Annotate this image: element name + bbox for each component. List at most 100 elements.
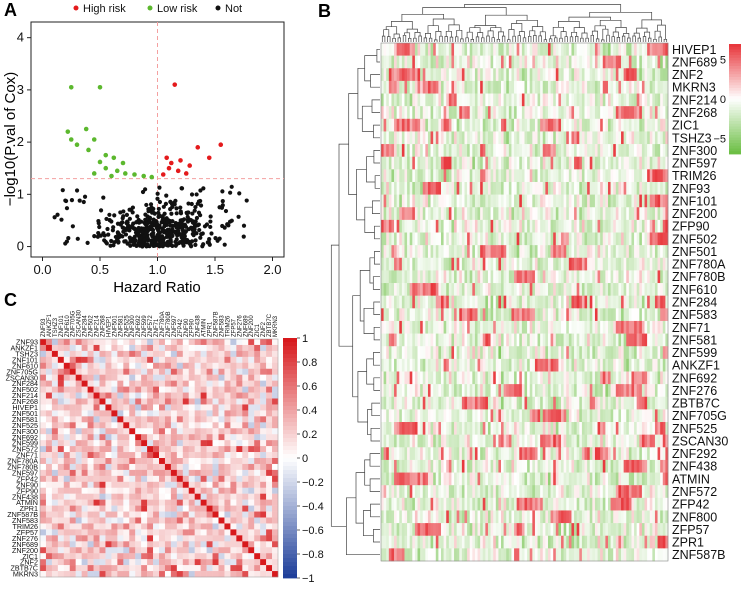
heatmap-cell [498,106,502,120]
heatmap-cell [574,207,577,221]
heatmap-cell [584,156,588,170]
heatmap-cell [576,232,580,246]
heatmap-cell [568,346,572,360]
heatmap-cell [657,384,661,398]
dendrogram-branch [487,30,494,38]
heatmap-cell [446,131,450,145]
heatmap-cell [430,510,434,524]
heatmap-cell [581,523,585,537]
heatmap-cell [514,371,517,385]
heatmap-cell [480,181,484,195]
heatmap-cell [498,194,502,208]
heatmap-cell [388,93,392,107]
heatmap-cell [529,80,533,94]
heatmap-cell [422,333,426,347]
heatmap-cell [430,181,434,195]
heatmap-cell [615,106,619,120]
heatmap-cell [446,308,450,322]
heatmap-cell [469,422,473,435]
heatmap-cell [566,396,570,410]
heatmap-cell [474,308,478,322]
heatmap-cell [561,118,564,132]
heatmap-cell [514,55,517,69]
heatmap-cell [576,510,580,524]
dendrogram-branch [373,326,380,341]
heatmap-cell [493,106,497,120]
heatmap-cell [574,371,577,385]
heatmap-cell [571,409,575,423]
heatmap-cell [381,384,384,398]
heatmap-cell [490,384,494,398]
heatmap-cell [571,358,575,372]
heatmap-cell [493,169,497,183]
heatmap-cell [409,194,413,208]
heatmap-cell [482,320,486,334]
heatmap-cell [555,219,559,233]
heatmap-cell [456,207,460,221]
heatmap-cell [433,219,437,233]
heatmap-cell [550,181,554,195]
heatmap-cell [391,295,395,309]
heatmap-cell [579,422,583,435]
heatmap-cell [587,181,591,195]
heatmap-cell [474,459,478,473]
dendrogram-branch [581,32,588,39]
heatmap-cell [430,422,434,435]
heatmap-cell [605,434,609,448]
heatmap-cell [529,510,533,524]
heatmap-cell [508,485,512,499]
heatmap-cell [626,181,630,195]
heatmap-cell [472,144,476,157]
heatmap-cell [649,384,653,398]
heatmap-cell [435,510,439,524]
heatmap-cell [542,358,546,372]
heatmap-cell [537,194,541,208]
data-point-not [143,217,148,222]
dendrogram-branch [501,35,506,42]
heatmap-cell [467,523,471,537]
heatmap-cell [454,118,457,132]
heatmap-cell [621,43,624,56]
heatmap-cell [602,219,606,233]
heatmap-cell [511,346,515,360]
heatmap-cell [459,346,463,360]
heatmap-cell [639,207,643,221]
x-tick-label: 0.0 [33,262,51,277]
data-point-not [194,231,199,236]
heatmap-cell [524,55,528,69]
heatmap-cell [425,472,429,486]
heatmap-cell [649,422,653,435]
heatmap-cell [589,472,593,486]
heatmap-cell [665,447,669,461]
dendrogram-branch [374,175,380,189]
heatmap-cell [568,510,572,524]
heatmap-cell [459,232,463,246]
heatmap-cell [587,118,591,132]
heatmap-cell [597,283,601,296]
heatmap-cell [480,270,484,284]
heatmap-cell [451,156,455,170]
heatmap-cell [435,333,439,347]
heatmap-cell [568,93,572,107]
heatmap-cell [467,447,471,461]
heatmap-cell [540,358,544,372]
heatmap-cell [623,283,627,296]
heatmap-cell [660,118,664,132]
heatmap-cell [454,459,457,473]
heatmap-cell [427,358,431,372]
heatmap-cell [498,156,502,170]
heatmap-cell [597,346,601,360]
heatmap-cell [508,434,512,448]
heatmap-cell [623,459,627,473]
heatmap-cell [477,169,481,183]
heatmap-cell [639,257,643,271]
data-point-not [148,202,154,207]
heatmap-cell [503,371,507,385]
heatmap-cell [563,434,567,448]
heatmap-cell [430,295,434,309]
heatmap-cell [519,270,523,284]
heatmap-cell [540,346,544,360]
heatmap-cell [665,156,669,170]
heatmap-cell [381,422,384,435]
heatmap-cell [649,219,653,233]
